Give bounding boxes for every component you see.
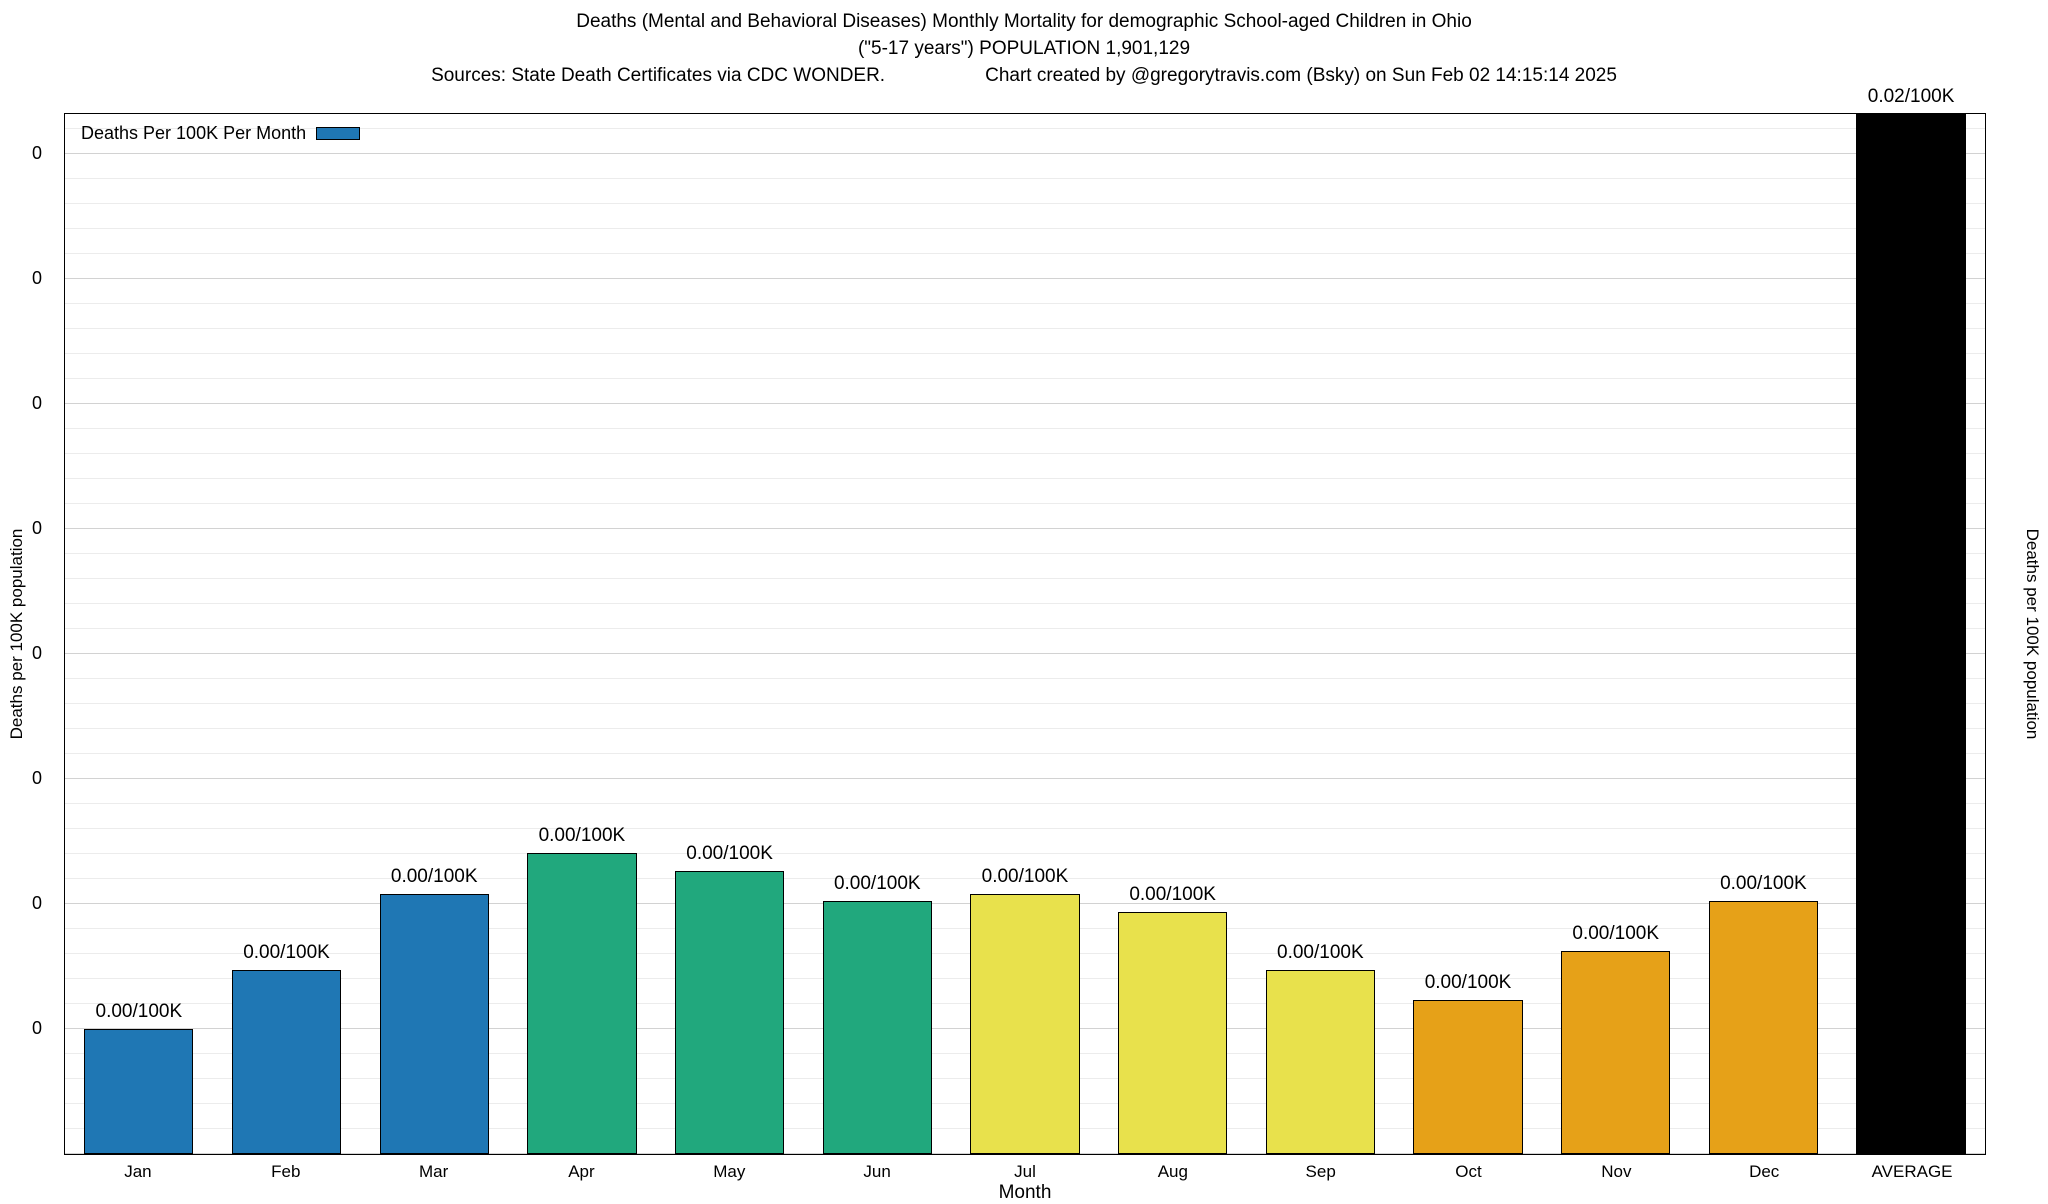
chart-source-note: Sources: State Death Certificates via CD…: [431, 65, 886, 86]
plot-area: 0.00/100K 0.00/100K 0.00/100K 0.00/100K 0.00…: [64, 86, 1986, 1155]
chart-meta-line: Sources: State Death Certificates via CD…: [0, 62, 2048, 89]
bar-slot-jul: 0.00/100K: [951, 114, 1099, 1154]
y-tick-label-7: 0: [31, 268, 42, 288]
bar-slot-oct: 0.00/100K: [1394, 114, 1542, 1154]
x-tick-label-mar: Mar: [418, 1162, 449, 1181]
bar-value-label-oct: 0.00/100K: [1424, 972, 1512, 994]
bar-slot-sep: 0.00/100K: [1247, 114, 1395, 1154]
y-tick-label-8: 0: [31, 143, 42, 163]
bar-mar: [379, 894, 489, 1154]
y-tick-label-6: 0: [31, 393, 42, 413]
bar-value-label-average: 0.02/100K: [1867, 86, 1955, 107]
y-tick-label-4: 0: [31, 643, 42, 663]
bar-slot-may: 0.00/100K: [656, 114, 804, 1154]
bar-slot-jan: 0.00/100K: [65, 114, 213, 1154]
y-tick-label-5: 0: [31, 518, 42, 538]
bar-value-label-may: 0.00/100K: [686, 843, 773, 865]
x-tick-label-jan: Jan: [124, 1162, 152, 1181]
x-tick-label-aug: Aug: [1157, 1162, 1188, 1181]
chart-credit-note: Chart created by @gregorytravis.com (Bsk…: [985, 65, 1617, 86]
bar-value-label-mar: 0.00/100K: [390, 866, 478, 887]
bars-container: 0.00/100K 0.00/100K 0.00/100K 0.00/100K 0.00…: [65, 86, 1985, 1154]
bar-slot-average: 0.02/100K: [1837, 86, 1985, 1154]
bar-slot-aug: 0.00/100K: [1099, 114, 1247, 1154]
bar-jun: [822, 901, 932, 1154]
bar-value-label-apr: 0.00/100K: [538, 825, 626, 847]
y-axis-tick-labels: 0 0 0 0 0 0 0 0: [0, 113, 56, 1155]
bar-average: [1856, 114, 1966, 1154]
x-tick-label-jul: Jul: [1014, 1162, 1036, 1181]
y-tick-label-2: 0: [31, 893, 42, 913]
bar-value-label-jan: 0.00/100K: [95, 1001, 183, 1023]
x-tick-label-dec: Dec: [1749, 1162, 1780, 1181]
bar-value-label-nov: 0.00/100K: [1572, 923, 1660, 945]
legend: Deaths Per 100K Per Month: [81, 123, 361, 144]
bar-may: [674, 871, 785, 1154]
bar-sep: [1265, 969, 1375, 1154]
bar-slot-mar: 0.00/100K: [360, 114, 508, 1154]
bar-value-label-aug: 0.00/100K: [1129, 883, 1216, 905]
x-tick-label-apr: Apr: [568, 1162, 595, 1181]
bar-nov: [1561, 951, 1671, 1154]
bar-jul: [970, 894, 1080, 1154]
x-tick-label-average: AVERAGE: [1871, 1162, 1953, 1181]
x-tick-label-oct: Oct: [1455, 1162, 1482, 1181]
bar-value-label-feb: 0.00/100K: [243, 941, 330, 963]
legend-label: Deaths Per 100K Per Month: [81, 123, 307, 143]
chart-header: Deaths (Mental and Behavioral Diseases) …: [0, 8, 2048, 89]
x-tick-label-may: May: [713, 1162, 746, 1181]
bar-value-label-sep: 0.00/100K: [1277, 941, 1364, 963]
chart-title: Deaths (Mental and Behavioral Diseases) …: [576, 11, 1472, 32]
bar-value-label-dec: 0.00/100K: [1720, 873, 1807, 895]
x-tick-label-sep: Sep: [1305, 1162, 1336, 1181]
bar-slot-dec: 0.00/100K: [1690, 114, 1838, 1154]
bar-oct: [1413, 1000, 1523, 1154]
bar-slot-nov: 0.00/100K: [1542, 114, 1690, 1154]
bar-apr: [527, 853, 637, 1154]
x-tick-label-jun: Jun: [863, 1162, 891, 1181]
x-axis-title: Month: [998, 1182, 1052, 1203]
chart-subtitle: ("5-17 years") POPULATION 1,901,129: [857, 38, 1191, 59]
legend-swatch: [316, 127, 361, 140]
bar-slot-apr: 0.00/100K: [508, 114, 656, 1154]
x-tick-label-nov: Nov: [1601, 1162, 1632, 1181]
bar-slot-jun: 0.00/100K: [803, 114, 951, 1154]
bar-jan: [84, 1029, 194, 1154]
bar-aug: [1118, 911, 1228, 1154]
bar-value-label-jun: 0.00/100K: [833, 873, 921, 895]
y-axis-title-right: Deaths per 100K population: [2023, 528, 2042, 740]
bar-dec: [1708, 901, 1819, 1154]
y-tick-label-1: 0: [31, 1018, 42, 1038]
x-tick-label-feb: Feb: [271, 1162, 301, 1181]
bar-feb: [231, 969, 342, 1154]
x-axis-tick-labels: Jan Feb Mar Apr May Jun Jul Aug Sep Oct Nov Dec AVER…: [64, 1162, 1986, 1182]
y-tick-label-3: 0: [31, 768, 42, 788]
bar-slot-feb: 0.00/100K: [213, 114, 361, 1154]
bar-value-label-jul: 0.00/100K: [981, 866, 1069, 887]
